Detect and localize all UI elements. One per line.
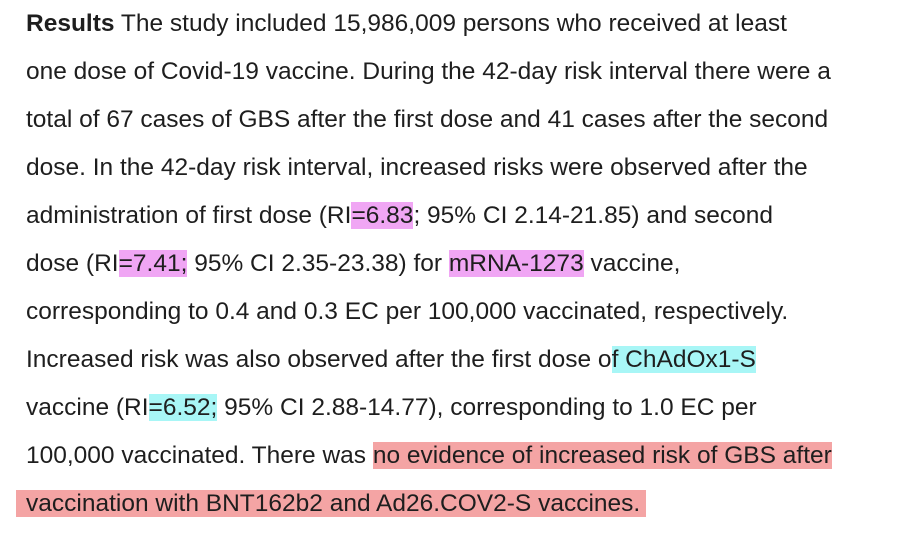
highlight-ri-second-dose: =7.41; (118, 250, 188, 277)
line-5-after: ; 95% CI 2.14-21.85) and second (413, 202, 774, 229)
text-line-3: total of 67 cases of GBS after the first… (26, 106, 829, 133)
text-line-10: 100,000 vaccinated. There was no evidenc… (26, 432, 832, 480)
text-line-11: vaccination with BNT162b2 and Ad26.COV2-… (16, 480, 647, 528)
text-line-8: Increased risk was also observed after t… (26, 336, 756, 384)
text-line-5: administration of first dose (RI=6.83; 9… (26, 192, 773, 240)
text-line-2: one dose of Covid-19 vaccine. During the… (26, 58, 831, 85)
highlight-ri-chadox1: =6.52; (148, 394, 218, 421)
line-9-after: 95% CI 2.88-14.77), corresponding to 1.0… (217, 394, 757, 421)
line-10-before: 100,000 vaccinated. There was (26, 442, 373, 469)
text-line-9: vaccine (RI=6.52; 95% CI 2.88-14.77), co… (26, 384, 757, 432)
text-line-4: dose. In the 42-day risk interval, incre… (26, 154, 808, 181)
results-heading: Results (26, 10, 115, 37)
line-9-before: vaccine (RI (26, 394, 149, 421)
line-6-after: vaccine, (583, 250, 681, 277)
highlight-no-evidence-continued: vaccination with BNT162b2 and Ad26.COV2-… (16, 490, 647, 517)
line-6-middle: 95% CI 2.35-23.38) for (187, 250, 449, 277)
highlight-ri-first-dose: =6.83 (351, 202, 414, 229)
highlight-mrna-1273: mRNA-1273 (448, 250, 584, 277)
highlight-chadox1-s: f ChAdOx1-S (611, 346, 756, 373)
text-line-7: corresponding to 0.4 and 0.3 EC per 100,… (26, 298, 789, 325)
text-line-6: dose (RI=7.41; 95% CI 2.35-23.38) for mR… (26, 240, 680, 288)
line-1-text: The study included 15,986,009 persons wh… (114, 10, 787, 37)
text-line-1: Results The study included 15,986,009 pe… (26, 0, 787, 48)
line-8-before: Increased risk was also observed after t… (26, 346, 612, 373)
line-6-before: dose (RI (26, 250, 119, 277)
highlight-no-evidence: no evidence of increased risk of GBS aft… (372, 442, 832, 469)
line-5-before: administration of first dose (RI (26, 202, 352, 229)
